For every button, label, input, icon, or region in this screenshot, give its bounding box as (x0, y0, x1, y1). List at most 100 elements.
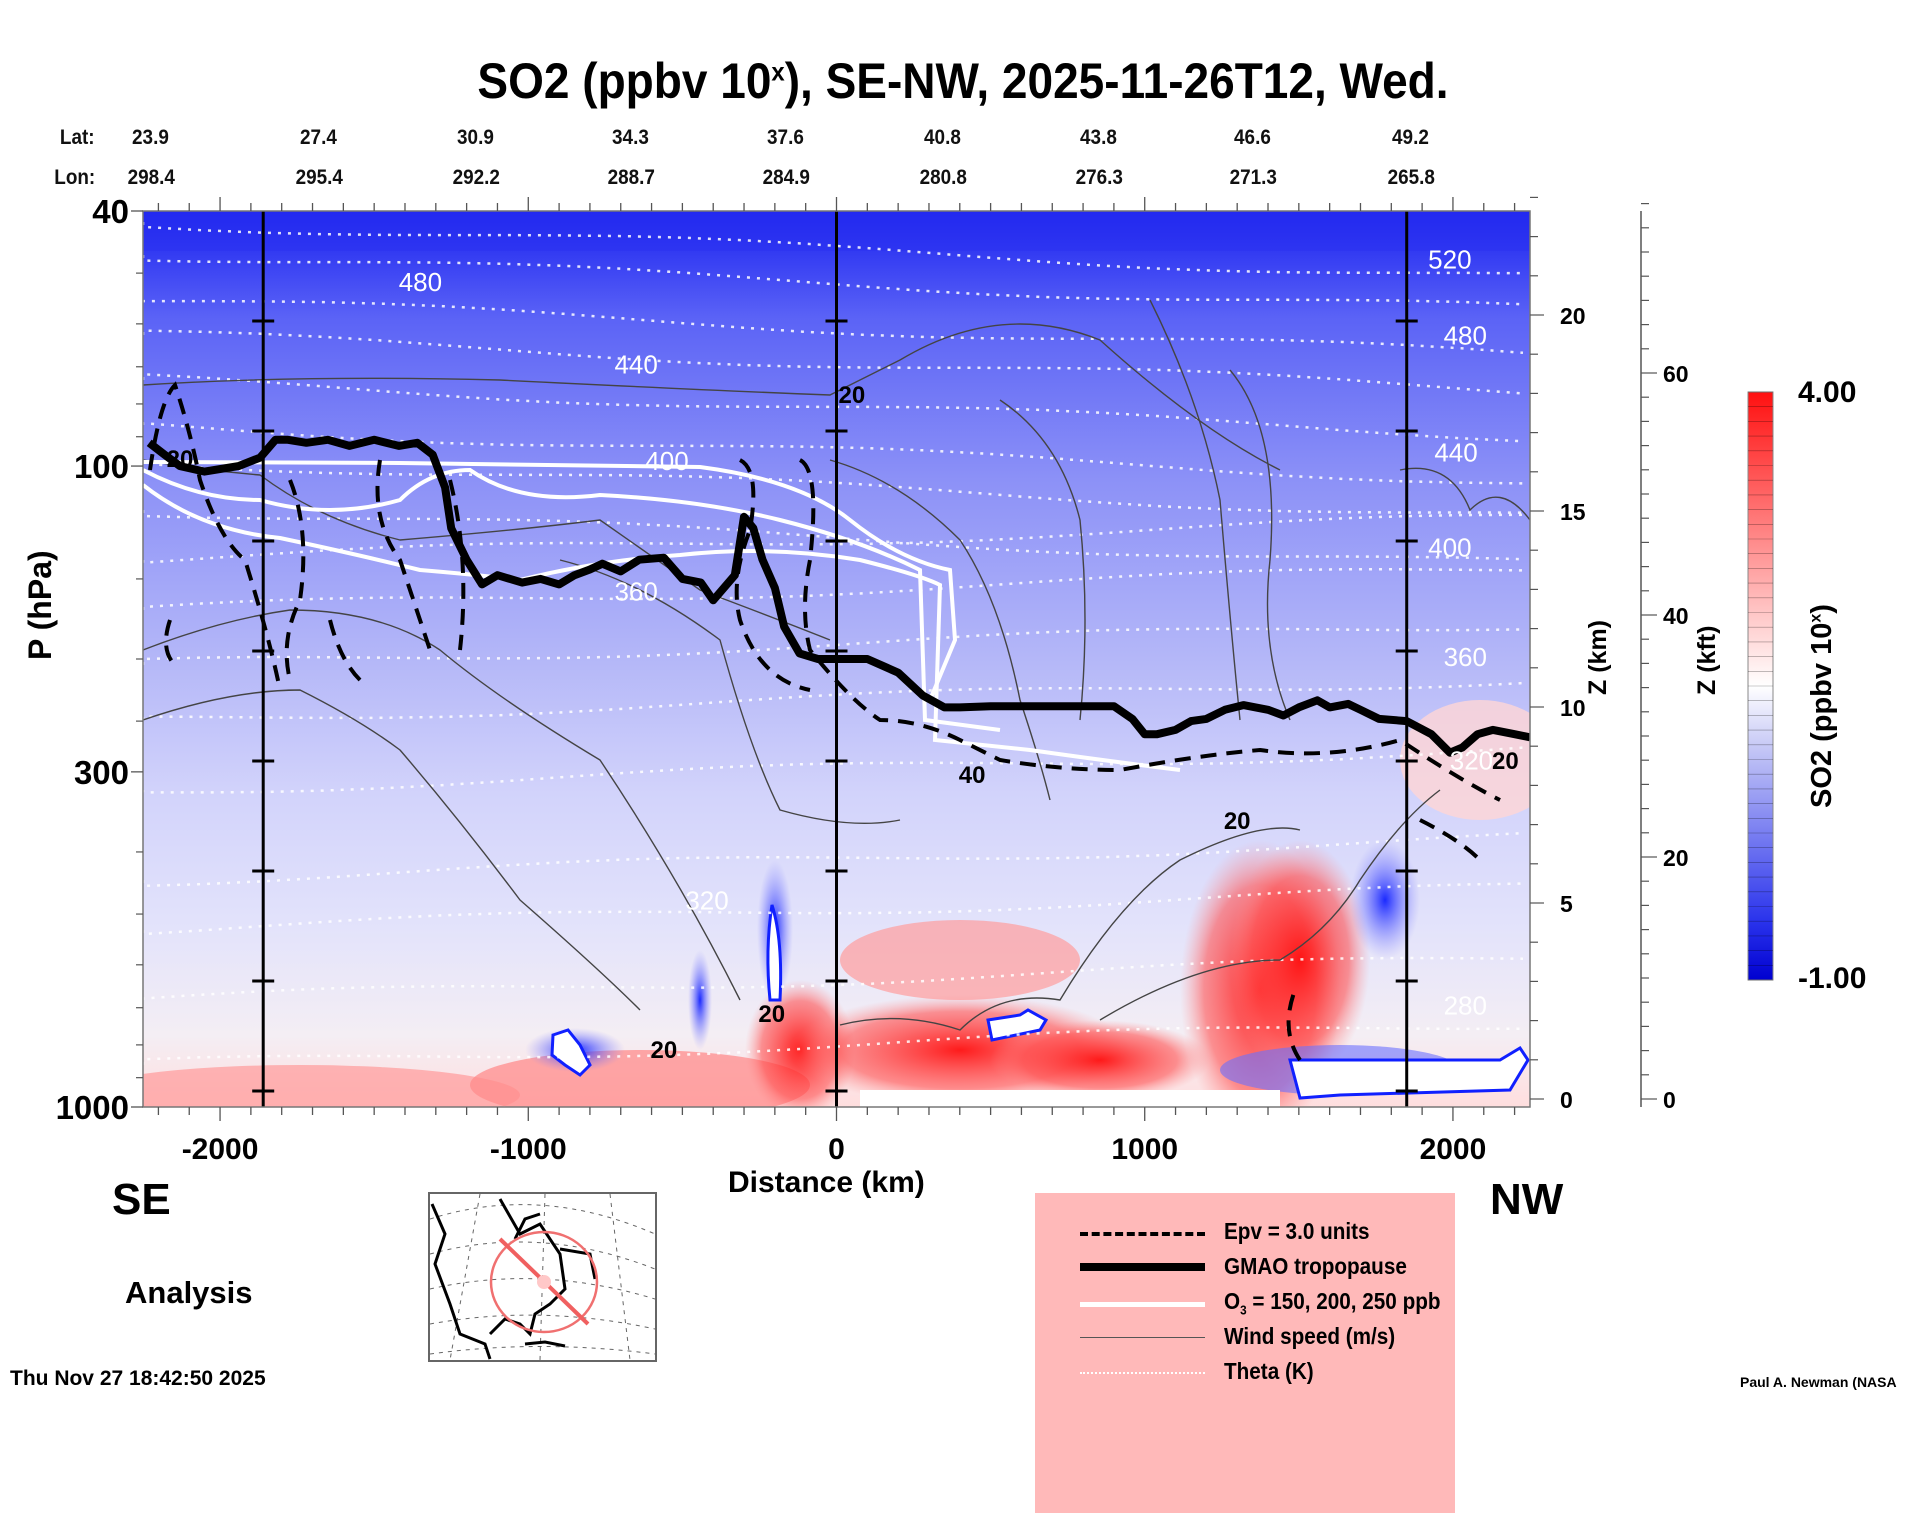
lat-label: Lat: (59, 126, 95, 149)
y-axis-label: P (hPa) (22, 550, 58, 660)
wind-speed-contour (143, 609, 741, 1001)
legend-label: GMAO tropopause (1224, 1253, 1407, 1279)
colorbar-max-label: 4.00 (1798, 376, 1857, 409)
x-tick-label: 2000 (1420, 1133, 1487, 1166)
lon-value: 292.2 (452, 166, 500, 189)
wind-speed-label: 20 (839, 382, 866, 409)
theta-label: 520 (1428, 245, 1471, 275)
colorbar (1747, 391, 1774, 981)
wind-speed-contour (559, 559, 901, 825)
z-km-tick-label: 15 (1560, 499, 1586, 525)
lon-value: 288.7 (607, 166, 655, 189)
wind-speed-label: 20 (651, 1037, 678, 1064)
lat-value: 40.8 (924, 126, 961, 149)
map-inset (428, 1192, 657, 1362)
lat-value: 43.8 (1080, 126, 1117, 149)
wind-speed-contour (1229, 369, 1291, 721)
direction-se-label: SE (112, 1175, 171, 1224)
theta-contour (143, 299, 1524, 355)
map-center-marker (537, 1275, 551, 1289)
theta-label: 360 (1444, 642, 1487, 672)
theta-label: 280 (1444, 991, 1487, 1021)
wind-speed-label: 20 (1224, 808, 1251, 835)
chart-title: SO2 (ppbv 10x), SE-NW, 2025-11-26T12, We… (477, 53, 1449, 109)
dotted-line-icon (1080, 1372, 1205, 1374)
theta-label: 400 (645, 446, 688, 476)
thick-line-icon (1080, 1263, 1205, 1271)
timestamp: Thu Nov 27 18:42:50 2025 (10, 1367, 266, 1390)
wind-speed-contour (1099, 789, 1441, 1021)
legend-label: Wind speed (m/s) (1224, 1323, 1396, 1349)
theta-label: 440 (614, 350, 657, 380)
z-km-tick-label: 10 (1560, 695, 1586, 721)
analysis-label: Analysis (125, 1275, 253, 1310)
lon-value: 276.3 (1075, 166, 1123, 189)
epv-contour (798, 458, 1501, 802)
map-range-circle (489, 1230, 599, 1334)
theta-label: 320 (685, 886, 728, 916)
credit: Paul A. Newman (NASA (1740, 1374, 1897, 1390)
legend-item-tropopause: GMAO tropopause (1035, 1253, 1455, 1283)
direction-nw-label: NW (1490, 1175, 1564, 1224)
z-kft-tick-label: 60 (1663, 361, 1689, 387)
theta-label: 400 (1428, 532, 1471, 562)
legend-label: Epv = 3.0 units (1224, 1218, 1370, 1244)
epv-contour (375, 459, 432, 651)
ozone-contour (143, 483, 1181, 772)
theta-label: 480 (399, 267, 442, 297)
legend-label: Theta (K) (1224, 1358, 1314, 1384)
colorbar-label: SO2 (ppbv 10x) (1806, 604, 1838, 808)
lon-value: 280.8 (919, 166, 967, 189)
lon-value: 284.9 (762, 166, 810, 189)
so2-red-region (990, 1020, 1210, 1100)
lon-value: 271.3 (1229, 166, 1277, 189)
lat-value: 37.6 (767, 126, 804, 149)
so2-white-region (550, 1028, 592, 1077)
wind-speed-label: 40 (959, 762, 986, 789)
theta-label: 440 (1434, 438, 1477, 468)
z-kft-tick-label: 0 (1663, 1087, 1676, 1113)
plot-area: 480 440 400 360 320 520 480 440 400 360 320 280 20 2… (143, 211, 1530, 1107)
wind-speed-contour (829, 459, 1051, 801)
theta-label: 480 (1444, 320, 1487, 350)
x-tick-label: -2000 (182, 1133, 259, 1166)
map-graticule (429, 1193, 656, 1361)
wind-speed-contour (143, 689, 641, 1011)
lon-label: Lon: (54, 166, 96, 189)
x-tick-label: -1000 (490, 1133, 567, 1166)
ozone-contour (143, 467, 1001, 732)
wind-speed-contour (999, 399, 1086, 721)
lat-value: 23.9 (132, 126, 169, 149)
z-kft-tick-label: 40 (1663, 603, 1689, 629)
x-tick-label: 0 (828, 1133, 845, 1166)
lat-value: 49.2 (1392, 126, 1429, 149)
z-kft-axis-label: Z (kft) (1693, 625, 1721, 695)
map-islands (524, 1340, 566, 1348)
theta-label: 360 (614, 576, 657, 606)
wind-speed-label: 20 (758, 1001, 785, 1028)
map-coastlines (430, 1198, 597, 1360)
wind-speed-contour (143, 323, 1281, 471)
epv-contour (1286, 818, 1482, 1062)
lon-value: 298.4 (127, 166, 175, 189)
theta-contour (143, 746, 1524, 794)
lat-value: 30.9 (457, 126, 494, 149)
so2-white-region (986, 1008, 1049, 1042)
so2-blue-region (688, 950, 712, 1050)
epv-contour (448, 479, 466, 651)
epv-contour (734, 458, 811, 692)
map-inset-svg (429, 1193, 656, 1361)
z-km-tick-label: 0 (1560, 1087, 1573, 1113)
epv-contour (284, 479, 306, 681)
colorbar-min-label: -1.00 (1798, 962, 1867, 995)
wind-speed-contour (1149, 299, 1241, 721)
so2-white-region (1288, 1045, 1530, 1100)
legend-item-theta: Theta (K) (1035, 1358, 1455, 1388)
lat-value: 46.6 (1234, 126, 1271, 149)
theta-label: 320 (1450, 745, 1493, 775)
legend-label: O3 = 150, 200, 250 ppb (1224, 1288, 1441, 1318)
lon-value: 265.8 (1387, 166, 1435, 189)
tropopause-line (146, 435, 1530, 757)
wind-speed-contour (143, 459, 831, 641)
